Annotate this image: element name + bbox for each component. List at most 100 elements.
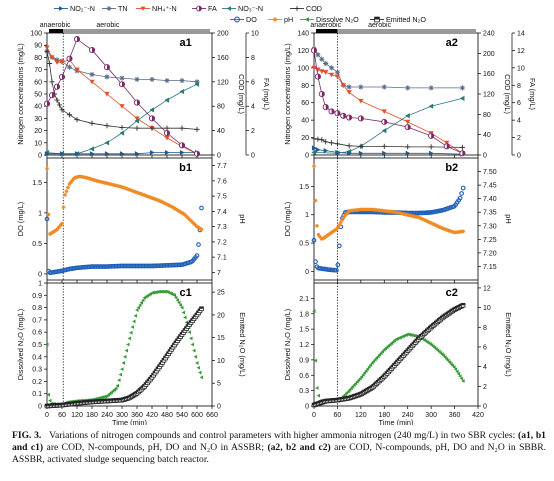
data-point [316, 393, 320, 398]
data-point [178, 142, 186, 149]
y-tick-label: 1.5 [299, 327, 309, 334]
data-point [178, 303, 183, 308]
data-point [138, 191, 142, 196]
y3-tick-label: 4 [517, 118, 521, 125]
data-point [344, 211, 349, 216]
data-point [334, 227, 339, 232]
data-point [144, 193, 148, 198]
data-point [417, 215, 422, 220]
series-line [313, 48, 463, 89]
data-point [54, 228, 58, 233]
y-tick-label: 0 [305, 404, 309, 411]
y2-tick-label: 10 [483, 305, 491, 312]
y2-tick-label: 7.4 [217, 209, 227, 216]
data-point [153, 197, 157, 201]
y-axis-label: Dissolved N₂O (mg/L) [283, 309, 292, 380]
data-point [449, 361, 453, 366]
y-axis-label: DO (mg/L) [16, 202, 25, 237]
data-point [198, 370, 202, 375]
data-point [356, 378, 361, 383]
data-point [127, 187, 132, 192]
data-point [452, 365, 456, 369]
data-point [154, 197, 159, 202]
data-point [381, 128, 387, 134]
data-point [405, 150, 411, 156]
data-point [154, 290, 159, 295]
data-point [194, 126, 200, 132]
y2-tick-label: 4 [483, 364, 487, 371]
y2-tick-label: 40 [483, 132, 491, 139]
data-point [425, 219, 430, 224]
data-point [89, 71, 95, 78]
data-point [367, 365, 371, 369]
y2-tick-label: 15 [217, 335, 225, 342]
legend-label: NO₃⁻-N [238, 4, 263, 13]
y-tick-label: 0.5 [299, 241, 309, 248]
data-point [124, 186, 129, 191]
caption-text-3: are COD, N-compounds, pH, DO and N₂O in … [12, 442, 546, 465]
x-tick-label: 60 [58, 412, 66, 419]
y3-tick-label: 10 [517, 65, 525, 72]
y3-axis-label: FA (mg/L) [528, 78, 537, 110]
data-point [149, 125, 155, 131]
x-tick-label: 360 [449, 412, 461, 419]
y-tick-label: 60 [301, 100, 309, 107]
legend-entry: TN [102, 4, 128, 13]
data-point [104, 123, 110, 129]
y2-tick-label: 80 [217, 104, 225, 111]
data-point [181, 310, 186, 315]
y-tick-label: 0.5 [32, 342, 42, 349]
data-point [134, 151, 140, 157]
data-point [89, 151, 95, 157]
data-point [133, 190, 138, 194]
y2-tick-label: 240 [483, 31, 495, 38]
data-point [456, 372, 461, 376]
data-point [444, 227, 449, 232]
x-tick-label: 420 [472, 412, 484, 419]
y2-tick-label: 200 [483, 51, 495, 58]
data-point [196, 242, 201, 247]
series-line [313, 138, 463, 148]
y-tick-label: 70 [34, 67, 42, 74]
aerobic-phase-label: aerobic [96, 22, 119, 29]
y2-tick-label: 0 [217, 153, 221, 160]
data-point [195, 361, 199, 365]
data-point [46, 212, 51, 217]
data-point [460, 302, 466, 308]
y-tick-label: 0 [38, 404, 42, 411]
data-point [74, 117, 80, 123]
y-tick-label: 0.8 [32, 305, 42, 312]
data-point [443, 143, 450, 150]
data-point [194, 81, 200, 87]
series-c1 [44, 306, 204, 409]
data-point [428, 103, 434, 109]
data-point [334, 110, 341, 117]
series-b1 [45, 166, 204, 236]
data-point [428, 132, 435, 139]
panel-label: c1 [179, 287, 191, 299]
data-point [132, 319, 136, 324]
data-point [405, 85, 411, 91]
data-point [164, 149, 170, 156]
y-tick-label: 40 [301, 118, 309, 125]
data-point [126, 187, 130, 192]
y-tick-label: 1.5 [299, 184, 309, 191]
data-point [340, 112, 347, 119]
y-axis-label: Nitrogen concentrations (mg/L) [16, 43, 25, 144]
y-axis-label: Nitrogen concentrations (mg/L) [283, 43, 292, 144]
data-point [163, 201, 168, 206]
data-point [149, 149, 155, 156]
data-point [49, 79, 55, 85]
x-tick-label: 180 [86, 412, 98, 419]
panel-label: b2 [445, 162, 458, 174]
data-point [58, 223, 63, 228]
data-point [114, 386, 118, 391]
legend-marker-icon [226, 6, 231, 11]
data-point [192, 221, 196, 226]
data-point [315, 52, 321, 58]
data-point [180, 305, 184, 310]
data-point [453, 367, 458, 372]
data-point [190, 220, 195, 225]
legend-label: COD [306, 4, 322, 13]
data-point [374, 356, 379, 360]
